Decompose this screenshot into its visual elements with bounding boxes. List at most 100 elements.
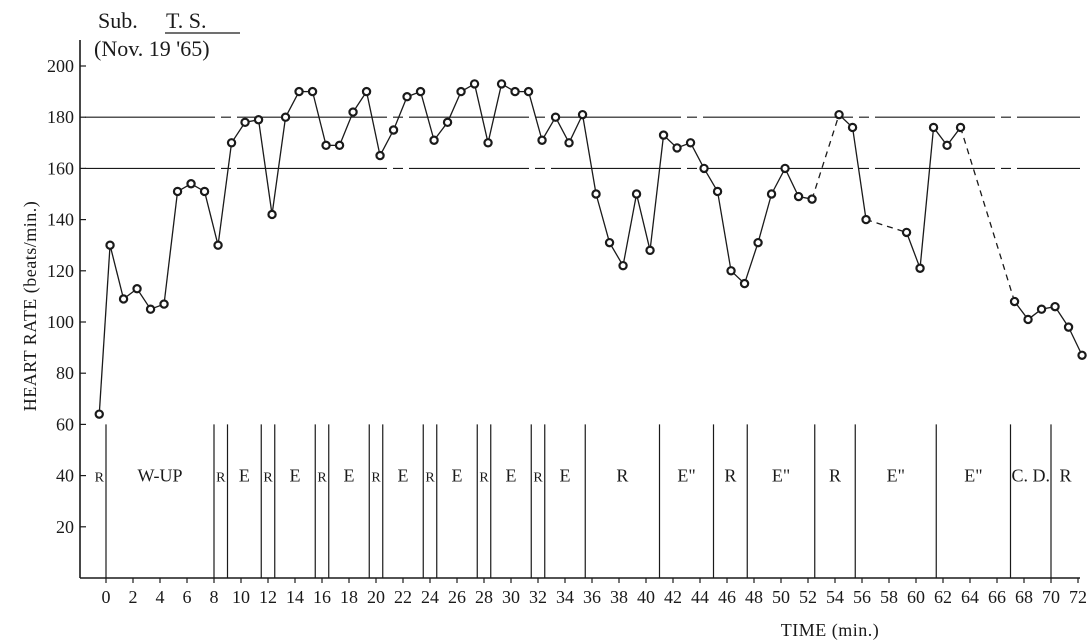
data-point [253,115,264,125]
x-tick-label: 62 [934,587,952,607]
data-point [753,237,763,248]
data-point [402,92,412,102]
series-segment [622,193,638,266]
subject-initials: T. S. [166,8,207,33]
phase-label: E [506,466,517,486]
data-point [213,240,223,250]
data-point [955,122,966,133]
data-point [240,117,250,128]
y-tick-label: 200 [47,56,74,76]
data-point [267,209,277,220]
x-tick-label: 60 [907,587,925,607]
x-tick-label: 24 [421,587,439,607]
heart-rate-series [94,79,1087,419]
data-point [388,125,399,135]
series-segment [109,245,125,300]
data-point [94,409,104,419]
x-tick-label: 46 [718,587,736,607]
series-segment [473,83,489,143]
series-segment [203,191,219,246]
data-point [415,86,426,97]
x-tick-label: 42 [664,587,682,607]
data-point [807,194,817,204]
phase-label: R [829,466,841,486]
x-tick-label: 64 [961,587,979,607]
data-point [469,79,480,89]
x-tick-label: 36 [583,587,601,607]
phase-label: R [263,471,273,486]
x-tick-label: 2 [129,587,138,607]
data-point [645,245,655,256]
series-segment [527,91,543,141]
phase-label: E" [772,466,790,486]
data-point [280,112,291,122]
data-point [631,189,642,199]
x-tick-label: 14 [286,587,304,607]
data-point [793,191,804,202]
data-point [334,140,345,151]
x-tick-label: 4 [156,587,165,607]
series-segment [784,168,800,197]
x-tick-label: 44 [691,587,709,607]
data-point [1023,314,1033,325]
phase-bands: R W-UP R E R E R E R E R E R E R E R E" R E" R E" E" C. D. R [95,424,1072,578]
phase-label: R [533,471,543,486]
data-point [618,260,628,271]
x-tick-label: 38 [610,587,628,607]
series-segment [1067,326,1083,356]
y-tick-label: 40 [56,466,74,486]
data-point [1077,350,1087,360]
phase-label: R [317,471,327,486]
x-tick-label: 68 [1015,587,1033,607]
data-point [375,150,385,161]
data-point [294,86,304,97]
x-tick-label: 26 [448,587,466,607]
data-point [672,143,682,153]
subject-prefix: Sub. [98,8,138,33]
x-tick-label: 48 [745,587,763,607]
phase-label: R [216,471,226,486]
data-point [685,138,696,148]
data-point [834,109,844,120]
y-tick-label: 20 [56,517,74,537]
data-point [766,189,777,199]
phase-label: E [344,466,355,486]
data-point [699,163,709,174]
x-tick-label: 54 [826,587,844,607]
series-segment [757,193,773,243]
data-point [915,263,925,273]
phase-label: R [479,471,489,486]
x-tick-label: 12 [259,587,277,607]
series-segment [865,218,907,234]
x-tick-label: 0 [102,587,111,607]
x-tick-label: 30 [502,587,520,607]
data-point [739,278,750,289]
y-tick-label: 80 [56,363,74,383]
phase-label: E [239,466,250,486]
series-segment [649,135,665,251]
data-point [307,86,318,97]
subject-date: (Nov. 19 '65) [94,36,210,61]
x-tick-label: 10 [232,587,250,607]
phase-label: E" [677,466,695,486]
phase-label: R [724,466,736,486]
data-point [780,163,790,174]
data-point [321,140,331,151]
data-point [604,237,615,248]
x-tick-label: 50 [772,587,790,607]
x-tick-label: 18 [340,587,358,607]
series-segment [581,114,597,195]
series-segment [392,96,408,131]
data-point [118,294,129,304]
series-segment [257,119,273,215]
x-tick-label: 28 [475,587,493,607]
phase-label: W-UP [138,466,183,486]
data-point [429,135,439,145]
data-point [537,135,547,145]
data-point [550,112,561,122]
x-tick-label: 40 [637,587,655,607]
data-point [928,122,939,133]
series-segment [959,127,1016,302]
